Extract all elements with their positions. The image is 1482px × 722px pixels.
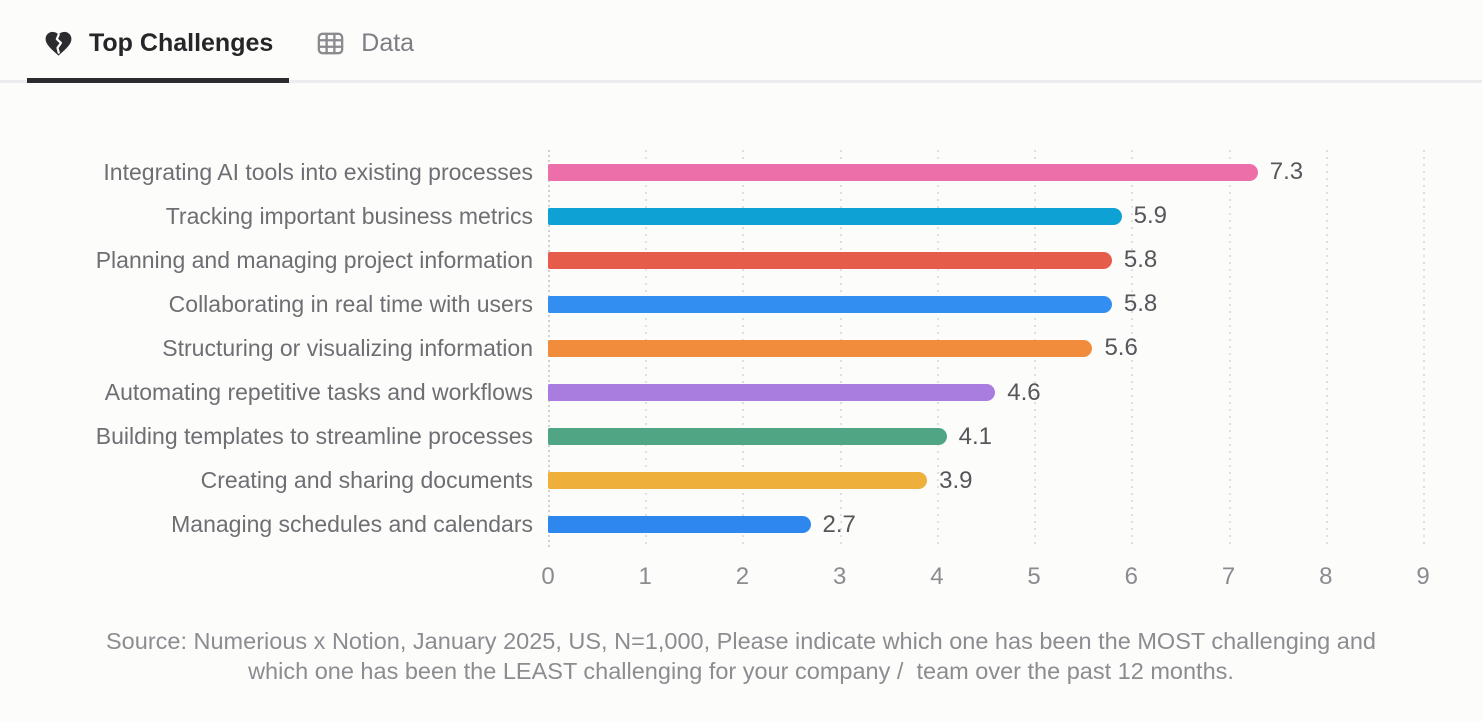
chart-row: Managing schedules and calendars 2.7 <box>0 503 1482 547</box>
bar <box>548 251 1112 269</box>
x-tick-label: 0 <box>541 562 555 590</box>
value-label: 4.6 <box>1007 378 1041 406</box>
chart-rows: Integrating AI tools into existing proce… <box>0 150 1482 547</box>
value-label: 5.9 <box>1133 202 1167 230</box>
chart-row: Building templates to streamline process… <box>0 415 1482 459</box>
category-label: Planning and managing project informatio… <box>95 246 533 273</box>
category-label: Building templates to streamline process… <box>95 423 533 450</box>
value-label: 4.1 <box>958 422 992 450</box>
tab-label-data: Data <box>361 29 415 57</box>
x-tick-label: 1 <box>638 562 652 590</box>
value-label: 5.8 <box>1123 246 1158 274</box>
bar <box>548 428 947 446</box>
value-label: 7.3 <box>1269 158 1304 186</box>
chart-row: Integrating AI tools into existing proce… <box>0 150 1482 194</box>
bar-track: 7.3 <box>548 150 1423 194</box>
bar <box>548 339 1093 357</box>
category-label: Integrating AI tools into existing proce… <box>103 158 533 185</box>
chart-row: Tracking important business metrics 5.9 <box>0 194 1482 238</box>
tab-data[interactable]: Data <box>299 0 430 83</box>
chart-row: Structuring or visualizing information 5.… <box>0 326 1482 370</box>
bar-track: 4.1 <box>548 415 1423 459</box>
bar <box>548 384 996 402</box>
chart-row: Creating and sharing documents 3.9 <box>0 459 1482 503</box>
broken-heart-icon <box>43 28 74 59</box>
x-tick-label: 6 <box>1124 562 1139 590</box>
bar-track: 5.6 <box>548 326 1423 370</box>
bar-track: 2.7 <box>548 503 1423 547</box>
bar-track: 4.6 <box>548 370 1423 414</box>
x-tick-label: 2 <box>735 562 750 590</box>
chart-row: Planning and managing project informatio… <box>0 238 1482 282</box>
chart-row: Collaborating in real time with users 5.8 <box>0 282 1482 326</box>
value-label: 2.7 <box>822 510 856 538</box>
bar <box>548 163 1258 181</box>
bar <box>548 295 1112 313</box>
bar <box>548 472 928 490</box>
bar-track: 3.9 <box>548 459 1423 503</box>
source-line-2: which one has been the LEAST challenging… <box>248 657 1234 684</box>
tab-top-challenges[interactable]: Top Challenges <box>27 0 290 83</box>
x-tick-label: 4 <box>930 562 944 590</box>
x-tick-label: 7 <box>1221 562 1236 590</box>
category-label: Tracking important business metrics <box>165 202 533 229</box>
x-tick-label: 9 <box>1416 562 1430 590</box>
bar <box>548 516 811 534</box>
x-tick-label: 3 <box>832 562 847 590</box>
category-label: Structuring or visualizing information <box>162 334 533 361</box>
x-tick-label: 5 <box>1027 562 1041 590</box>
source-note: Source: Numerious x Notion, January 2025… <box>0 626 1482 686</box>
bar-track: 5.8 <box>548 282 1423 326</box>
bar-track: 5.9 <box>548 194 1423 238</box>
category-label: Creating and sharing documents <box>200 467 533 494</box>
value-label: 3.9 <box>939 466 973 494</box>
category-label: Managing schedules and calendars <box>171 511 533 538</box>
tab-bar: Top Challenges Data <box>0 0 1482 83</box>
bar-chart: Integrating AI tools into existing proce… <box>0 150 1482 547</box>
value-label: 5.6 <box>1104 334 1138 362</box>
source-line-1: Source: Numerious x Notion, January 2025… <box>106 627 1376 654</box>
x-tick-label: 8 <box>1319 562 1333 590</box>
x-axis: 0 1 2 3 4 5 6 7 8 9 <box>541 562 1429 595</box>
bar <box>548 207 1122 225</box>
chart-row: Automating repetitive tasks and workflow… <box>0 370 1482 414</box>
category-label: Collaborating in real time with users <box>168 290 533 317</box>
value-label: 5.8 <box>1123 290 1158 318</box>
tab-label-top-challenges: Top Challenges <box>89 29 274 57</box>
category-label: Automating repetitive tasks and workflow… <box>104 379 533 406</box>
table-icon <box>315 28 346 59</box>
bar-track: 5.8 <box>548 238 1423 282</box>
